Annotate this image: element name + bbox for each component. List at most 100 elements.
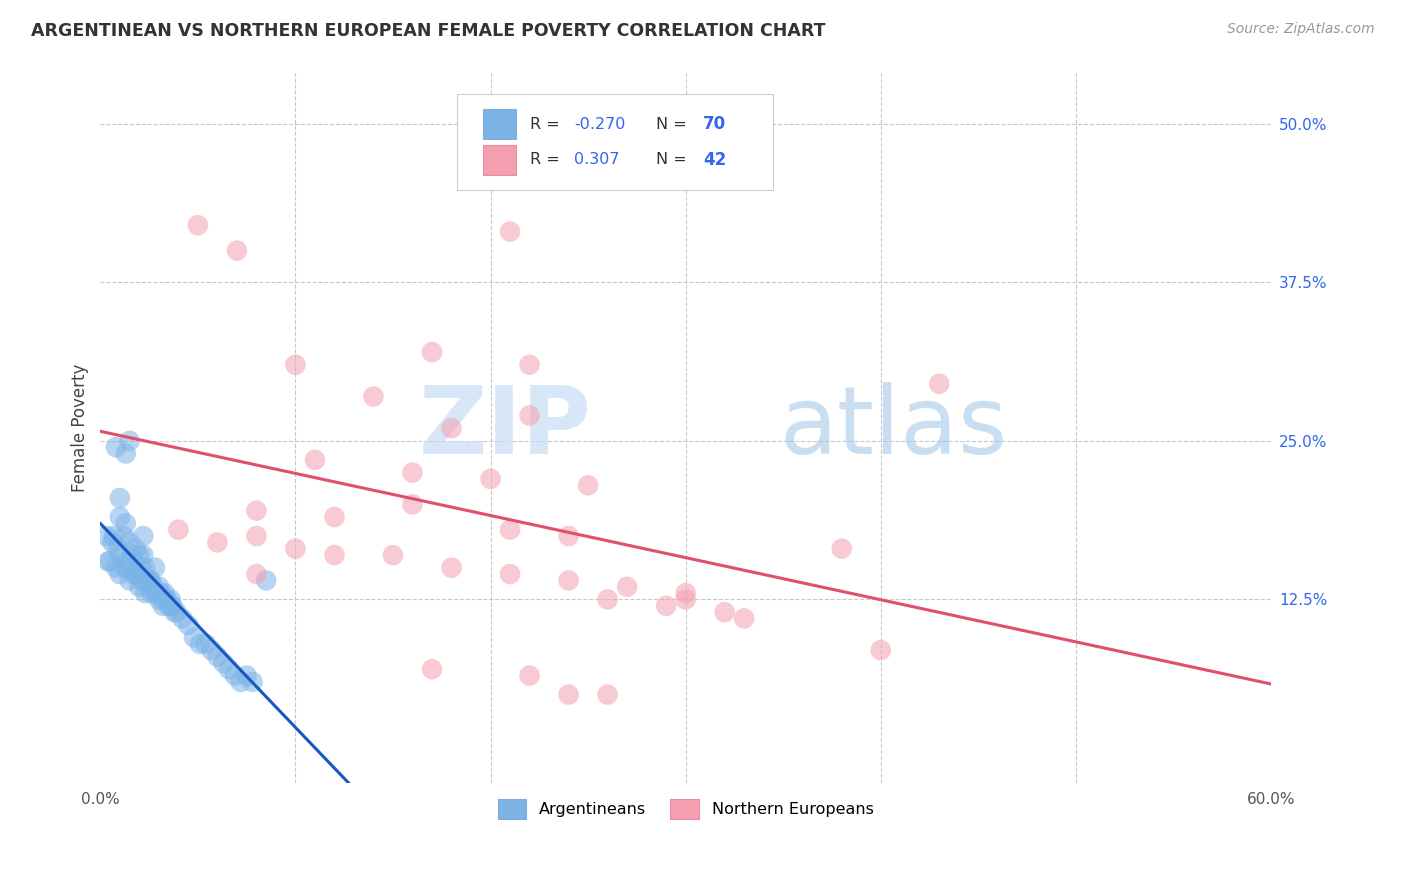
Point xyxy=(114,560,136,574)
Point xyxy=(97,554,120,568)
Point xyxy=(165,605,187,619)
Point xyxy=(162,599,184,613)
Point xyxy=(153,586,176,600)
Point xyxy=(420,662,443,676)
Y-axis label: Female Poverty: Female Poverty xyxy=(72,364,89,492)
Point xyxy=(440,421,463,435)
Point xyxy=(479,472,502,486)
Point xyxy=(254,574,277,588)
Text: 70: 70 xyxy=(703,115,727,133)
Point xyxy=(226,244,249,258)
FancyBboxPatch shape xyxy=(484,145,516,175)
Point xyxy=(118,434,141,448)
Legend: Argentineans, Northern Europeans: Argentineans, Northern Europeans xyxy=(491,793,880,825)
Point xyxy=(142,580,165,594)
Point xyxy=(229,674,252,689)
Point xyxy=(928,376,950,391)
Point xyxy=(401,466,423,480)
Point xyxy=(138,580,160,594)
Point xyxy=(117,554,139,568)
Point xyxy=(304,453,326,467)
Point xyxy=(118,535,141,549)
Point xyxy=(245,529,267,543)
Point xyxy=(420,345,443,359)
Point xyxy=(733,611,755,625)
Point xyxy=(235,668,257,682)
Point xyxy=(557,574,579,588)
Point xyxy=(96,529,118,543)
Point xyxy=(148,592,170,607)
Point xyxy=(363,389,385,403)
Point xyxy=(177,617,200,632)
Point xyxy=(159,592,181,607)
Text: ZIP: ZIP xyxy=(419,382,592,475)
Point xyxy=(132,529,155,543)
Text: N =: N = xyxy=(657,153,692,167)
Point xyxy=(831,541,853,556)
Point xyxy=(108,567,131,582)
Point xyxy=(499,225,522,239)
Point xyxy=(121,548,143,562)
Text: 0.307: 0.307 xyxy=(575,153,620,167)
Point xyxy=(107,541,129,556)
Point xyxy=(114,516,136,531)
Point xyxy=(245,567,267,582)
Point xyxy=(245,503,267,517)
Point xyxy=(499,523,522,537)
Point xyxy=(675,586,697,600)
Point xyxy=(519,358,541,372)
Point xyxy=(127,567,149,582)
Point xyxy=(655,599,678,613)
Point xyxy=(401,497,423,511)
Point xyxy=(675,592,697,607)
Point xyxy=(128,580,150,594)
Text: -0.270: -0.270 xyxy=(575,117,626,132)
Point xyxy=(136,574,159,588)
Point xyxy=(519,409,541,423)
Point xyxy=(148,580,170,594)
Point xyxy=(108,548,131,562)
Text: atlas: atlas xyxy=(779,382,1008,475)
Point xyxy=(143,586,166,600)
Point xyxy=(167,523,190,537)
Point xyxy=(98,554,121,568)
Point xyxy=(128,548,150,562)
Point xyxy=(132,548,155,562)
Point xyxy=(112,529,135,543)
Point xyxy=(212,656,235,670)
Point xyxy=(103,529,125,543)
Point xyxy=(382,548,405,562)
Point xyxy=(200,643,222,657)
Point xyxy=(323,548,346,562)
Point xyxy=(131,574,153,588)
Text: ARGENTINEAN VS NORTHERN EUROPEAN FEMALE POVERTY CORRELATION CHART: ARGENTINEAN VS NORTHERN EUROPEAN FEMALE … xyxy=(31,22,825,40)
Point xyxy=(159,599,181,613)
Point xyxy=(124,541,146,556)
Text: R =: R = xyxy=(530,153,569,167)
Point xyxy=(499,567,522,582)
Point xyxy=(869,643,891,657)
Point xyxy=(616,580,638,594)
Point xyxy=(224,668,246,682)
Text: Source: ZipAtlas.com: Source: ZipAtlas.com xyxy=(1227,22,1375,37)
Point xyxy=(152,599,174,613)
Point xyxy=(134,560,156,574)
Point xyxy=(156,592,179,607)
Point xyxy=(122,567,145,582)
Point xyxy=(114,446,136,460)
Point xyxy=(440,560,463,574)
Point xyxy=(108,510,131,524)
Point xyxy=(101,535,124,549)
Point xyxy=(124,567,146,582)
Point xyxy=(134,586,156,600)
Text: 42: 42 xyxy=(703,151,727,169)
Text: N =: N = xyxy=(657,117,692,132)
Point xyxy=(149,586,172,600)
Point xyxy=(596,592,619,607)
Point xyxy=(713,605,735,619)
Point xyxy=(118,574,141,588)
Point xyxy=(194,637,217,651)
Point xyxy=(117,560,139,574)
Point xyxy=(218,662,240,676)
Point xyxy=(131,560,153,574)
